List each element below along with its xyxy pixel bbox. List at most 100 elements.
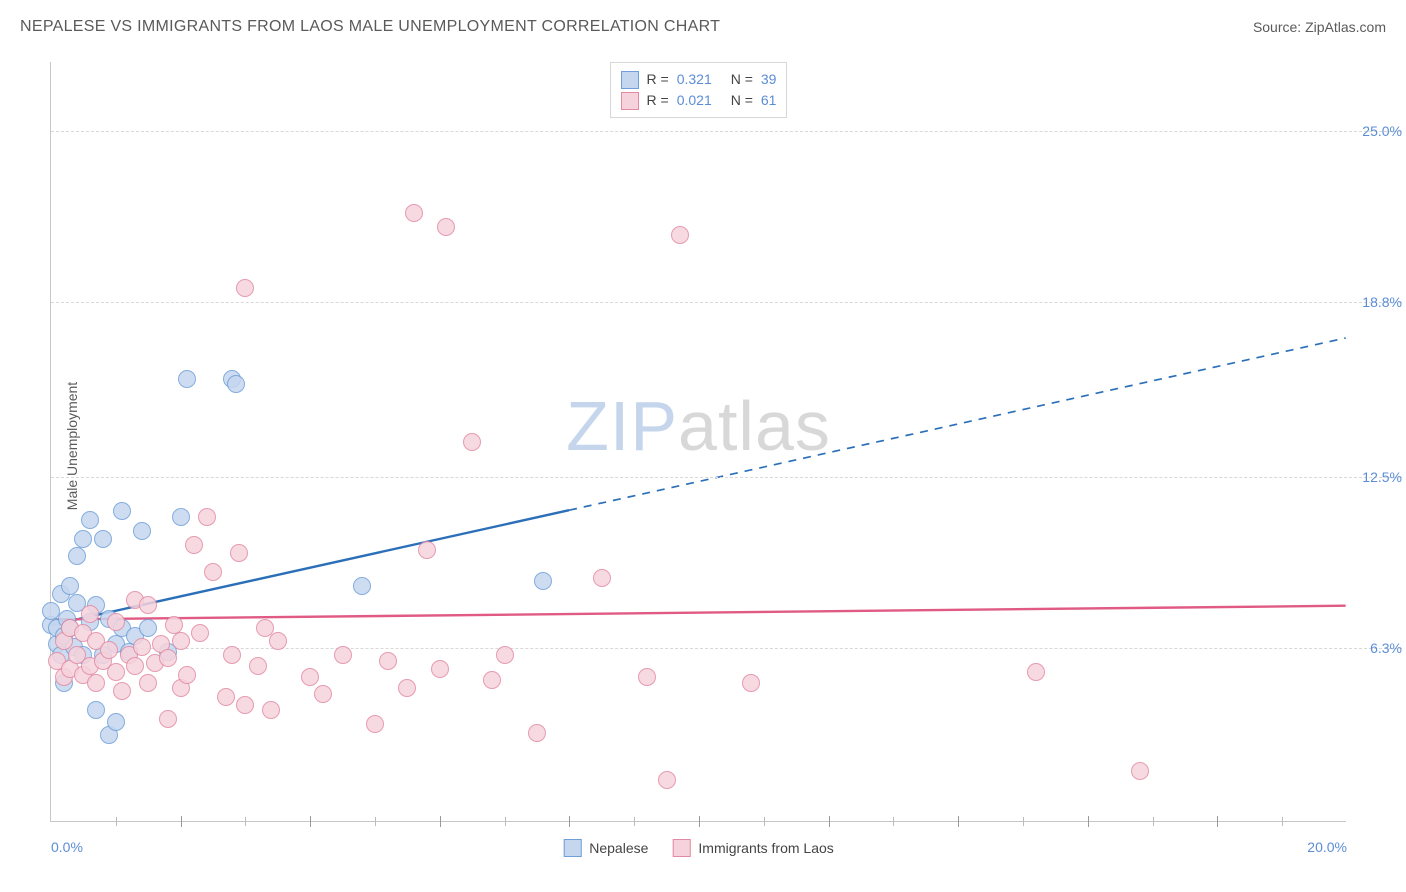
data-point — [405, 204, 423, 222]
data-point — [113, 502, 131, 520]
legend-swatch — [621, 71, 639, 89]
x-tick-minor — [1153, 817, 1154, 826]
y-tick-label: 12.5% — [1362, 469, 1402, 485]
data-point — [249, 657, 267, 675]
x-tick-label: 0.0% — [51, 839, 83, 855]
data-point — [379, 652, 397, 670]
x-tick — [440, 816, 441, 827]
x-tick-minor — [245, 817, 246, 826]
data-point — [94, 530, 112, 548]
data-point — [353, 577, 371, 595]
stat-value-r: 0.021 — [677, 90, 723, 111]
data-point — [230, 544, 248, 562]
data-point — [269, 632, 287, 650]
data-point — [81, 511, 99, 529]
data-point — [191, 624, 209, 642]
data-point — [671, 226, 689, 244]
series-legend: Nepalese Immigrants from Laos — [563, 839, 834, 857]
watermark-zip: ZIP — [566, 387, 678, 465]
data-point — [107, 613, 125, 631]
data-point — [139, 674, 157, 692]
data-point — [159, 649, 177, 667]
data-point — [1027, 663, 1045, 681]
data-point — [185, 536, 203, 554]
data-point — [223, 646, 241, 664]
data-point — [418, 541, 436, 559]
data-point — [366, 715, 384, 733]
stat-label-n: N = — [731, 69, 753, 90]
data-point — [742, 674, 760, 692]
data-point — [437, 218, 455, 236]
data-point — [638, 668, 656, 686]
scatter-plot-area: ZIPatlas R =0.321N =39R =0.021N =61 Nepa… — [50, 62, 1346, 822]
data-point — [113, 682, 131, 700]
data-point — [483, 671, 501, 689]
data-point — [139, 619, 157, 637]
x-tick-minor — [893, 817, 894, 826]
x-tick-minor — [764, 817, 765, 826]
x-tick-minor — [634, 817, 635, 826]
data-point — [87, 701, 105, 719]
chart-source: Source: ZipAtlas.com — [1253, 19, 1386, 35]
watermark: ZIPatlas — [566, 386, 831, 466]
x-tick-minor — [1023, 817, 1024, 826]
data-point — [314, 685, 332, 703]
data-point — [133, 638, 151, 656]
data-point — [107, 663, 125, 681]
stat-label-r: R = — [647, 69, 669, 90]
stats-legend: R =0.321N =39R =0.021N =61 — [610, 62, 788, 118]
data-point — [528, 724, 546, 742]
chart-title: NEPALESE VS IMMIGRANTS FROM LAOS MALE UN… — [20, 18, 720, 36]
legend-swatch — [563, 839, 581, 857]
watermark-atlas: atlas — [678, 387, 831, 465]
legend-item: Nepalese — [563, 839, 648, 857]
data-point — [74, 530, 92, 548]
y-tick-label: 6.3% — [1370, 640, 1402, 656]
data-point — [593, 569, 611, 587]
x-tick-minor — [375, 817, 376, 826]
data-point — [262, 701, 280, 719]
x-tick — [569, 816, 570, 827]
stat-value-n: 61 — [761, 90, 777, 111]
trendline-solid — [51, 606, 1345, 620]
x-tick — [1217, 816, 1218, 827]
data-point — [236, 696, 254, 714]
data-point — [133, 522, 151, 540]
gridline-h — [51, 477, 1402, 478]
x-tick — [958, 816, 959, 827]
y-tick-label: 25.0% — [1362, 123, 1402, 139]
x-tick — [181, 816, 182, 827]
data-point — [61, 577, 79, 595]
stat-value-r: 0.321 — [677, 69, 723, 90]
legend-label: Immigrants from Laos — [698, 840, 833, 856]
data-point — [81, 605, 99, 623]
gridline-h — [51, 648, 1402, 649]
stat-label-r: R = — [647, 90, 669, 111]
data-point — [198, 508, 216, 526]
data-point — [68, 547, 86, 565]
legend-label: Nepalese — [589, 840, 648, 856]
data-point — [126, 657, 144, 675]
stat-label-n: N = — [731, 90, 753, 111]
x-tick-minor — [505, 817, 506, 826]
data-point — [227, 375, 245, 393]
x-tick-label: 20.0% — [1307, 839, 1347, 855]
x-tick — [829, 816, 830, 827]
data-point — [178, 370, 196, 388]
data-point — [236, 279, 254, 297]
trendline-solid — [51, 510, 569, 625]
data-point — [334, 646, 352, 664]
data-point — [172, 508, 190, 526]
data-point — [165, 616, 183, 634]
y-tick-label: 18.8% — [1362, 294, 1402, 310]
data-point — [159, 710, 177, 728]
x-tick — [310, 816, 311, 827]
data-point — [139, 596, 157, 614]
x-tick-minor — [1282, 817, 1283, 826]
data-point — [534, 572, 552, 590]
trendline-dashed — [569, 338, 1346, 510]
data-point — [398, 679, 416, 697]
data-point — [87, 674, 105, 692]
data-point — [301, 668, 319, 686]
legend-item: Immigrants from Laos — [672, 839, 833, 857]
